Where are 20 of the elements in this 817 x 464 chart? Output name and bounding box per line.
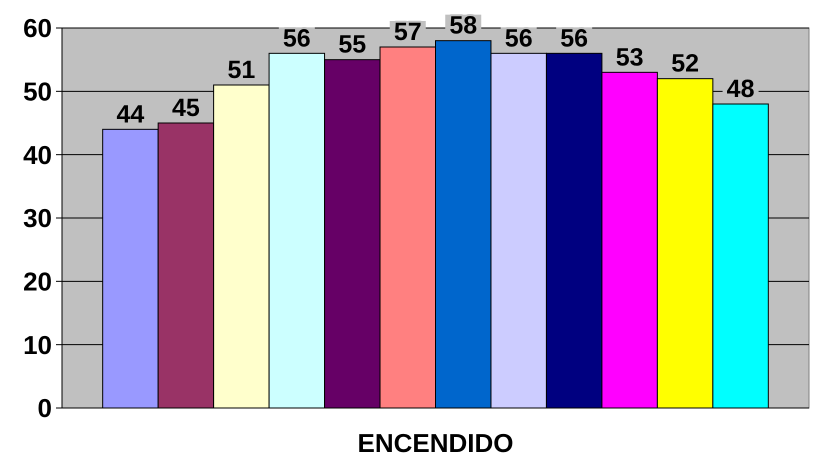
data-label: 44	[116, 100, 144, 128]
data-label: 58	[449, 12, 478, 40]
y-tick-label: 30	[23, 203, 52, 234]
data-label: 56	[282, 24, 311, 52]
y-tick-label: 10	[23, 330, 52, 360]
data-label: 57	[394, 18, 422, 46]
x-tick-label: ENCENDIDO	[357, 428, 514, 458]
data-label: 53	[616, 43, 644, 72]
data-label: 56	[560, 24, 588, 52]
data-label: 55	[338, 30, 366, 59]
data-label: 51	[227, 56, 256, 84]
y-tick-label: 40	[23, 140, 52, 170]
data-label: 48	[726, 75, 755, 103]
data-label: 52	[671, 50, 700, 78]
y-tick-label: 20	[23, 266, 52, 296]
y-tick-label: 50	[23, 76, 52, 106]
data-label: 56	[504, 24, 533, 52]
y-tick-label: 60	[23, 13, 52, 44]
data-label: 45	[172, 94, 200, 122]
y-tick-label: 0	[38, 393, 52, 424]
